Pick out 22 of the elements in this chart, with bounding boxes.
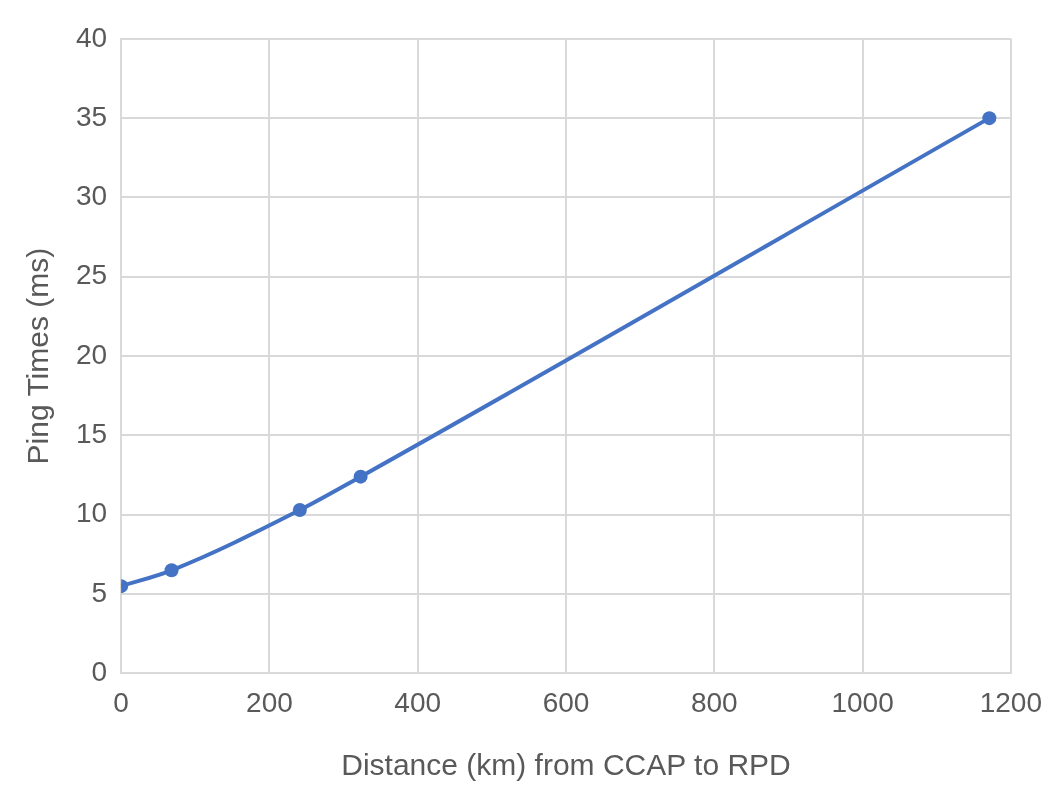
x-tick-label: 800 [690, 686, 738, 718]
y-tick-label: 10 [75, 497, 108, 529]
y-tick-label: 30 [75, 180, 108, 212]
x-tick-label: 1000 [831, 686, 894, 718]
y-axis-title: Ping Times (ms) [21, 247, 55, 465]
y-tick-label: 0 [91, 656, 108, 688]
x-tick-label: 200 [246, 686, 293, 718]
y-tick-label: 15 [75, 418, 108, 450]
y-tick-label: 20 [75, 338, 108, 370]
x-tick-label: 0 [113, 686, 129, 718]
point [292, 502, 307, 517]
y-tick-label: 25 [75, 259, 108, 291]
x-tick-label: 600 [542, 686, 590, 718]
y-tick-label: 40 [75, 21, 108, 53]
x-axis-title: Distance (km) from CCAP to RPD [341, 748, 791, 782]
point [353, 469, 368, 484]
point [982, 111, 997, 126]
y-tick-label: 5 [91, 576, 108, 608]
x-tick-label: 400 [394, 686, 442, 718]
x-tick-label: 1200 [979, 686, 1042, 718]
y-tick-label: 35 [75, 100, 108, 132]
point [164, 563, 179, 578]
